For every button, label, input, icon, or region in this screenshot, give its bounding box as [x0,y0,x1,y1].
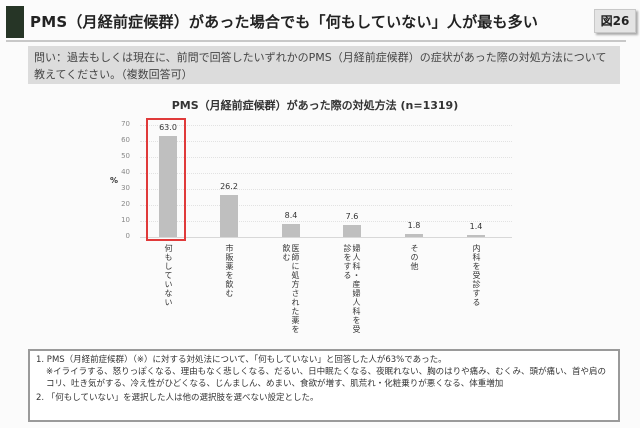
x-category-label: 婦人科・産婦人科を受診をする [343,244,361,334]
gridline [140,205,512,207]
y-tick-label: 30 [121,184,130,192]
highlight-box [146,118,186,241]
bar [405,234,423,237]
gridline [140,221,512,223]
bar-value-label: 63.0 [159,123,177,133]
bar-value-label: 8.4 [284,210,298,220]
bar [220,195,238,237]
bar-value-label: 7.6 [345,211,359,221]
bar [159,136,177,237]
note-1: 1. PMS（月経前症候群）（※）に対する対処法について、「何もしていない」と回… [36,355,447,365]
bar [467,234,485,237]
note-1-detail: ※イライラする、怒りっぽくなる、理由もなく悲しくなる、だるい、日中眠たくなる、夜… [46,367,606,389]
header-divider [6,40,626,42]
bar [343,224,361,237]
notes-box: 1. PMS（月経前症候群）（※）に対する対処法について、「何もしていない」と回… [28,349,620,422]
x-category-label: 医師に処方された薬を飲む [282,244,300,334]
x-category-label: 何もしていない [164,244,173,307]
chart-title: PMS（月経前症候群）があった際の対処方法 (n=1319) [171,99,459,112]
bar [282,223,300,237]
note-2: 2. 「何もしていない」を選択した人は他の選択肢を選べない設定とした。 [36,393,319,403]
y-tick-label: 50 [121,152,130,160]
bar-value-label: 26.2 [220,182,238,192]
survey-question: 問い：過去もしくは現在に、前問で回答したいずれかのPMS（月経前症候群）の症状が… [28,46,620,84]
page-title: PMS（月経前症候群）があった場合でも「何もしていない」人が最も多い [30,13,539,31]
header-accent-block [6,6,24,38]
gridline [140,189,512,191]
gridline [140,141,512,143]
y-tick-label: 70 [121,120,130,128]
x-category-label: 市販薬を飲む [225,244,234,298]
figure-number-badge: 図26 [594,9,636,33]
y-tick-label: 60 [121,136,130,144]
gridline [140,173,512,175]
y-tick-label: 0 [125,232,130,240]
y-tick-label: 10 [121,216,130,224]
gridline [140,125,512,127]
x-category-label: 内科を受診する [472,244,481,307]
y-tick-label: 20 [121,200,130,208]
gridline [140,157,512,159]
bar-value-label: 1.4 [469,221,483,231]
x-axis-line [140,237,512,238]
y-tick-label: 40 [121,168,130,176]
bar-value-label: 1.8 [407,221,421,231]
x-category-label: その他 [410,244,419,271]
y-axis-label: % [110,176,119,185]
